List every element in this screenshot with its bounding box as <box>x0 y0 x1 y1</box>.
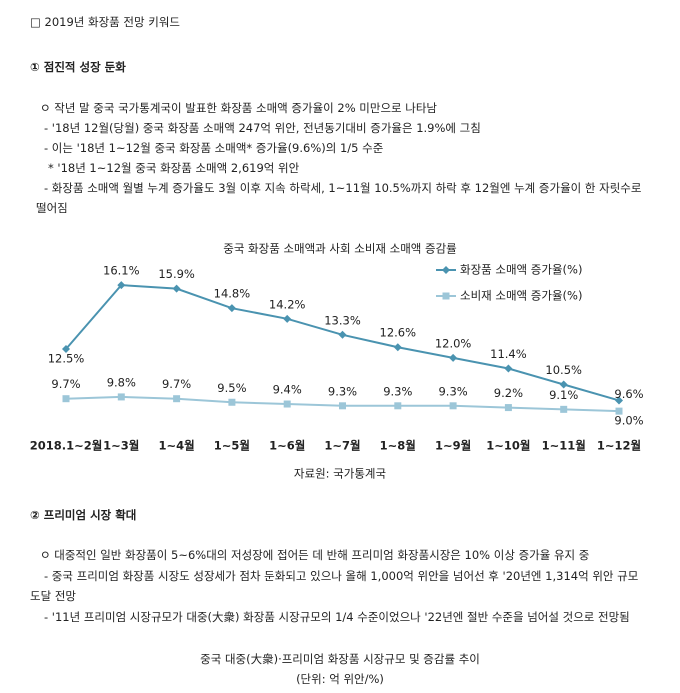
data-label: 9.7% <box>162 377 191 391</box>
point <box>173 395 181 403</box>
data-label: 9.0% <box>614 414 643 428</box>
data-label: 9.5% <box>217 381 246 395</box>
point <box>117 281 126 290</box>
point <box>504 364 513 373</box>
caption: 중국 대중(大衆)·프리미엄 화장품 시장규모 및 증감률 추이 <box>200 652 480 666</box>
heading: □ 2019년 화장품 전망 키워드 <box>30 15 180 29</box>
text-line: ㅇ 작년 말 중국 국가통계국이 발표한 화장품 소매액 증가율이 2% 미만으… <box>40 101 438 115</box>
data-label: 14.8% <box>214 287 251 301</box>
x-tick-label: 1~7월 <box>324 439 360 453</box>
point <box>228 398 236 406</box>
data-label: 9.3% <box>438 384 467 398</box>
legend-label: 화장품 소매액 증가율(%) <box>460 263 582 277</box>
point <box>615 407 623 415</box>
chart-source: 자료원: 국가통계국 <box>294 467 386 481</box>
point <box>283 400 291 408</box>
point <box>504 404 512 412</box>
data-label: 13.3% <box>324 313 361 327</box>
text-line: - '11년 프리미엄 시장규모가 대중(大衆) 화장품 시장규모의 1/4 수… <box>44 610 630 624</box>
text-line: - 화장품 소매액 월별 누계 증가율도 3월 이후 지속 하락세, 1~11월… <box>36 181 642 215</box>
x-tick-label: 1~12월 <box>597 439 641 453</box>
data-label: 16.1% <box>103 264 140 278</box>
data-label: 10.5% <box>545 363 582 377</box>
point <box>62 345 70 353</box>
text-line: - 중국 프리미엄 화장품 시장도 성장세가 점차 둔화되고 있으나 올해 1,… <box>30 569 639 603</box>
point <box>62 395 70 403</box>
data-label: 12.6% <box>380 326 417 340</box>
data-label: 15.9% <box>158 267 195 281</box>
x-tick-label: 1~3월 <box>103 439 139 453</box>
data-label: 9.7% <box>51 377 80 391</box>
x-tick-label: 1~11월 <box>542 439 586 453</box>
point <box>442 292 450 300</box>
x-tick-label: 2018.1~2월 <box>30 439 103 453</box>
point <box>449 353 458 362</box>
data-label: 12.5% <box>48 352 85 366</box>
chart: 중국 화장품 소매액과 사회 소비재 소매액 증감률 자료원: 국가통계국 20… <box>30 242 644 481</box>
data-label: 9.3% <box>383 384 412 398</box>
x-tick-label: 1~8월 <box>380 439 416 453</box>
x-tick-label: 1~6월 <box>269 439 305 453</box>
caption-unit: (단위: 억 위안/%) <box>296 672 384 686</box>
point <box>559 380 568 389</box>
chart-title: 중국 화장품 소매액과 사회 소비재 소매액 증감률 <box>223 242 457 256</box>
point <box>449 402 457 410</box>
x-tick-label: 1~9월 <box>435 439 471 453</box>
section-title: ① 점진적 성장 둔화 <box>30 60 126 74</box>
data-label: 9.3% <box>328 384 357 398</box>
data-label: 11.4% <box>490 347 527 361</box>
data-label: 9.6% <box>614 387 643 401</box>
text-line: - 이는 '18년 1~12월 중국 화장품 소매액* 증가율(9.6%)의 1… <box>44 141 384 155</box>
point <box>172 284 181 293</box>
section-title: ② 프리미엄 시장 확대 <box>30 508 137 522</box>
point <box>227 304 236 313</box>
data-label: 9.4% <box>273 383 302 397</box>
point <box>393 343 402 352</box>
point <box>338 330 347 339</box>
x-tick-label: 1~5월 <box>214 439 250 453</box>
data-label: 12.0% <box>435 336 472 350</box>
point <box>394 402 402 410</box>
data-label: 9.8% <box>107 375 136 389</box>
point <box>560 405 568 413</box>
point <box>283 314 292 323</box>
text-line: * '18년 1~12월 중국 화장품 소매액 2,619억 위안 <box>48 161 300 175</box>
x-tick-label: 1~4월 <box>158 439 194 453</box>
point <box>117 393 125 401</box>
data-label: 9.2% <box>494 386 523 400</box>
legend-label: 소비재 소매액 증가율(%) <box>460 289 582 303</box>
point <box>442 266 450 274</box>
data-label: 14.2% <box>269 297 306 311</box>
text-line: ㅇ 대중적인 일반 화장품이 5~6%대의 저성장에 접어든 데 반해 프리미엄… <box>40 548 590 562</box>
point <box>339 402 346 410</box>
text-line: - '18년 12월(당월) 중국 화장품 소매액 247억 위안, 전년동기대… <box>44 121 481 135</box>
data-label: 9.1% <box>549 388 578 402</box>
point <box>615 396 623 405</box>
x-tick-label: 1~10월 <box>486 439 530 453</box>
